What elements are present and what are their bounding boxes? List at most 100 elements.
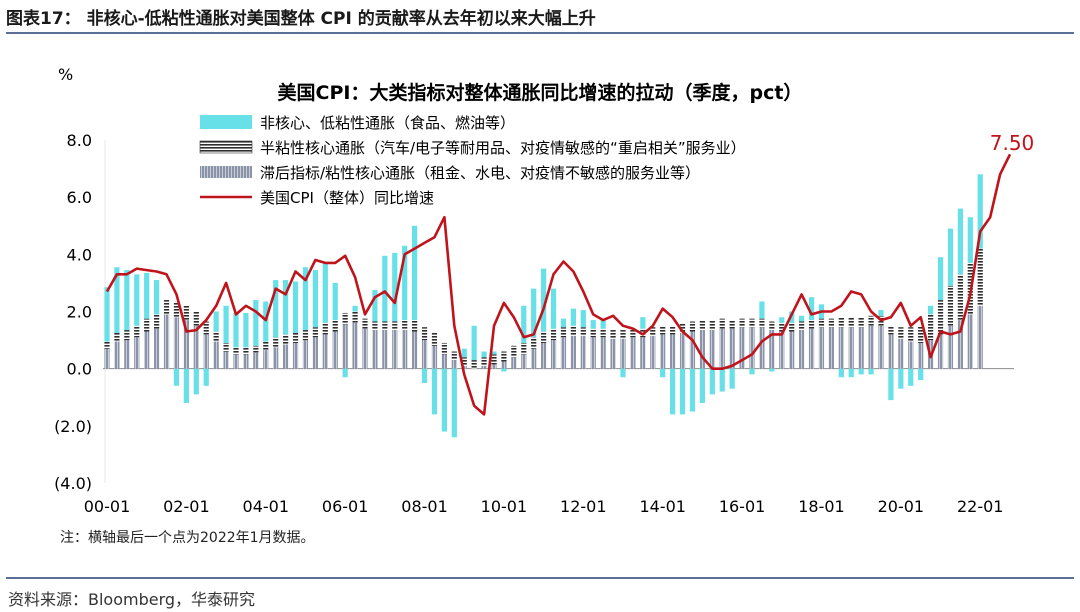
bar-noncore <box>590 320 596 329</box>
bar-noncore <box>431 368 438 415</box>
bar-noncore <box>213 311 219 332</box>
bar-noncore <box>372 290 378 322</box>
bar-semi-sticky <box>789 322 795 332</box>
bar-lagging <box>163 314 170 369</box>
bar-noncore <box>570 308 576 326</box>
bar-noncore <box>173 368 180 386</box>
bar-noncore <box>203 368 209 386</box>
bar-noncore <box>580 310 586 328</box>
bar-semi-sticky <box>590 328 596 338</box>
bar-lagging <box>541 342 547 369</box>
bar-lagging <box>630 337 636 369</box>
bar-lagging <box>580 335 586 369</box>
x-tick-label: 18-01 <box>798 497 845 516</box>
bar-noncore <box>699 368 705 403</box>
bar-semi-sticky <box>144 318 150 332</box>
bar-noncore <box>441 368 447 432</box>
bar-semi-sticky <box>600 328 606 338</box>
bar-semi-sticky <box>302 330 309 341</box>
y-axis-ticks: (4.0) (2.0) 0.0 2.0 4.0 6.0 8.0 <box>54 131 92 493</box>
bar-semi-sticky <box>699 320 705 331</box>
bar-lagging <box>104 348 110 369</box>
bar-noncore <box>600 320 606 329</box>
bar-semi-sticky <box>689 321 696 332</box>
bar-lagging <box>670 334 676 369</box>
y-tick-label: 6.0 <box>67 188 92 207</box>
x-tick-label: 22-01 <box>957 497 1004 516</box>
bar-lagging <box>828 327 834 369</box>
bar-semi-sticky <box>431 332 438 346</box>
bar-lagging <box>451 360 457 369</box>
bar-semi-sticky <box>719 318 725 329</box>
bar-semi-sticky <box>779 322 785 332</box>
bar-noncore <box>134 274 140 326</box>
bar-lagging <box>203 334 209 369</box>
bar-lagging <box>223 351 229 369</box>
bar-noncore <box>719 368 725 392</box>
bar-semi-sticky <box>610 330 616 339</box>
bar-noncore <box>392 252 398 322</box>
bar-semi-sticky <box>759 318 765 328</box>
bar-semi-sticky <box>560 327 567 338</box>
legend-label: 美国CPI（整体）同比增速 <box>260 189 434 207</box>
bar-lagging <box>947 325 954 369</box>
bar-semi-sticky <box>471 360 477 369</box>
bar-lagging <box>253 352 259 369</box>
bar-lagging <box>491 364 497 369</box>
bar-noncore <box>402 245 408 321</box>
bar-lagging <box>640 337 646 369</box>
bar-noncore <box>967 217 973 263</box>
bar-semi-sticky <box>531 337 537 349</box>
bar-lagging <box>590 337 596 369</box>
bar-semi-sticky <box>670 325 676 335</box>
bar-lagging <box>521 354 527 369</box>
bar-semi-sticky <box>223 342 229 352</box>
bar-noncore <box>858 368 864 375</box>
bar-lagging <box>332 331 338 369</box>
bars-layer <box>104 174 983 438</box>
bar-lagging <box>243 354 249 369</box>
bar-noncore <box>352 305 358 312</box>
bar-noncore <box>560 318 567 328</box>
bar-noncore <box>531 288 537 338</box>
bar-semi-sticky <box>382 321 388 331</box>
bar-semi-sticky <box>332 320 338 332</box>
bar-semi-sticky <box>283 334 289 345</box>
bar-noncore <box>273 280 279 338</box>
bar-lagging <box>283 344 289 369</box>
x-tick-label: 10-01 <box>481 497 528 516</box>
bar-lagging <box>779 331 785 369</box>
bar-lagging <box>689 331 696 369</box>
bar-semi-sticky <box>818 318 825 328</box>
bar-lagging <box>729 328 735 369</box>
bar-noncore <box>848 368 854 378</box>
bar-semi-sticky <box>808 320 815 329</box>
bar-semi-sticky <box>203 321 209 335</box>
bar-noncore <box>898 368 904 389</box>
bar-lagging <box>550 340 557 369</box>
bar-lagging <box>888 334 894 369</box>
bar-semi-sticky <box>421 327 428 341</box>
bar-noncore <box>808 297 815 321</box>
bar-lagging <box>431 345 438 369</box>
bar-noncore <box>104 287 110 342</box>
bar-noncore <box>937 257 944 301</box>
bar-lagging <box>918 342 924 369</box>
bar-semi-sticky <box>799 321 805 331</box>
bar-semi-sticky <box>273 337 279 348</box>
bar-semi-sticky <box>213 331 219 342</box>
bar-lagging <box>183 320 189 369</box>
bar-noncore <box>154 280 160 315</box>
bar-noncore <box>471 325 477 361</box>
bar-lagging <box>759 327 765 369</box>
bar-lagging <box>600 337 606 369</box>
y-tick-label: 4.0 <box>67 245 92 264</box>
legend-swatch-semi <box>199 140 253 154</box>
bar-noncore <box>769 368 775 372</box>
bar-noncore <box>908 368 914 386</box>
y-tick-label: (4.0) <box>54 474 92 493</box>
bar-lagging <box>481 365 487 369</box>
bar-lagging <box>193 325 199 369</box>
bar-lagging <box>560 337 567 369</box>
bar-semi-sticky <box>183 305 189 321</box>
